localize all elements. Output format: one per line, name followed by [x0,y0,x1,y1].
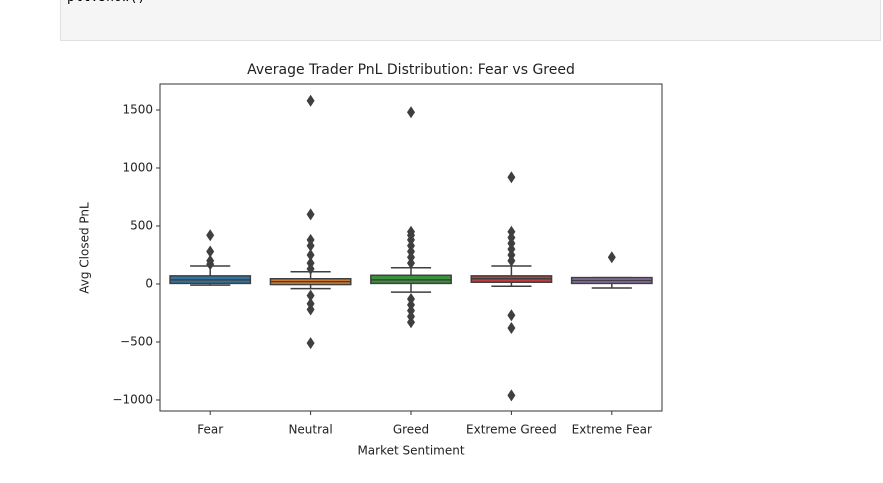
x-tick-label: Extreme Greed [466,423,557,437]
x-axis-label: Market Sentiment [357,444,464,458]
outlier [507,254,516,267]
x-tick-label: Neutral [288,423,332,437]
outlier [407,257,415,270]
outlier [306,94,315,107]
y-tick-label: −500 [120,334,153,348]
outlier [206,258,215,271]
y-tick-label: 1500 [122,102,153,116]
outlier [507,322,516,335]
y-tick-label: 0 [145,276,153,290]
outlier [507,171,516,184]
outlier [306,248,315,261]
outlier [306,337,315,350]
outlier [407,106,415,119]
y-tick-label: 500 [130,218,153,232]
y-tick-label: 1000 [122,160,153,174]
outlier [607,251,616,264]
code-cell: plt.show() [60,0,881,41]
y-axis-label: Avg Closed PnL [78,202,92,294]
outlier [507,309,516,322]
x-tick-label: Greed [393,423,429,437]
x-tick-label: Fear [197,423,223,437]
outlier [306,208,315,221]
outlier [306,239,315,252]
outlier [507,389,516,402]
x-tick-label: Extreme Fear [572,423,652,437]
outlier [306,289,315,302]
outlier [206,245,215,258]
y-tick-label: −1000 [112,392,153,406]
chart-title: Average Trader PnL Distribution: Fear vs… [247,62,575,78]
outlier [407,316,415,329]
outlier [206,229,215,242]
outlier [306,303,315,316]
outlier [306,262,315,275]
